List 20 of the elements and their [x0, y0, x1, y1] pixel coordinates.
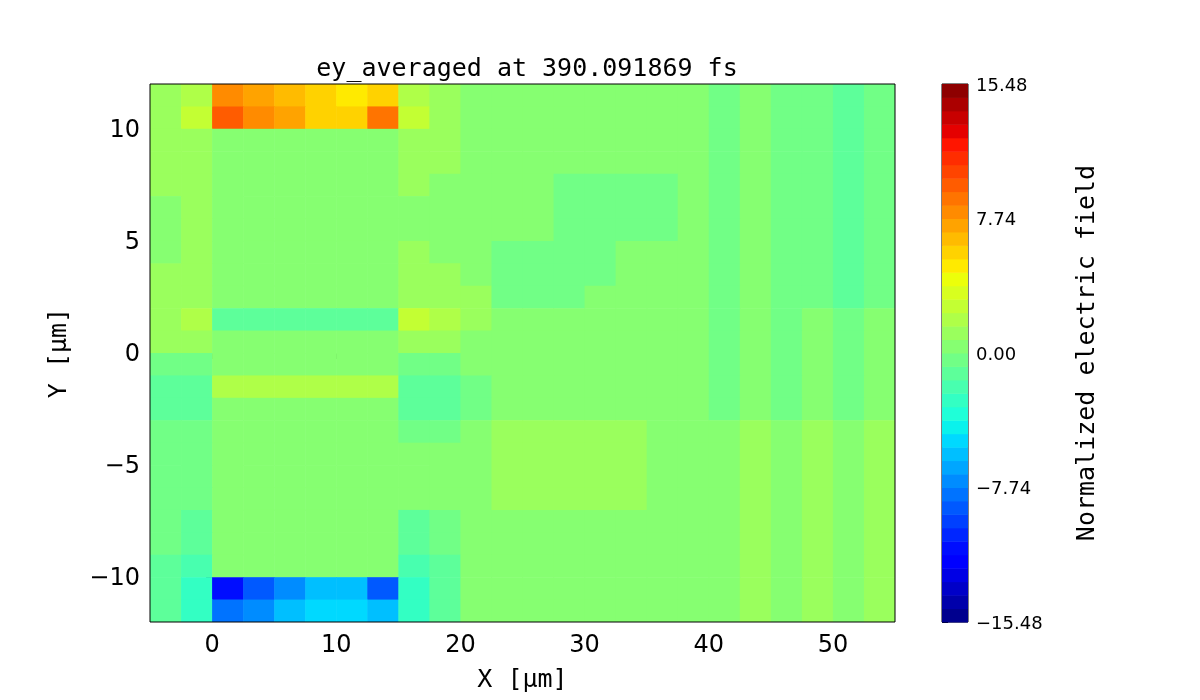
y-tick-label: 10 — [109, 114, 140, 143]
color-bar-label: 7.74 — [976, 208, 1017, 229]
y-tick-label: 5 — [124, 226, 140, 255]
y-axis-title: Y [μm] — [43, 307, 72, 399]
x-tick-label: 50 — [817, 630, 849, 658]
y-tick-label: −10 — [89, 563, 140, 592]
x-tick-label: 10 — [320, 630, 352, 658]
x-tick-label: 30 — [569, 630, 600, 658]
y-tick-label: 0 — [124, 339, 140, 367]
color-bar-label: 15.48 — [976, 73, 1028, 95]
color-bar-label: −7.74 — [976, 477, 1032, 498]
chart-title: ey_averaged at 390.091869 fs — [316, 53, 738, 82]
color-bar-title: Normalized electric field — [1071, 164, 1100, 542]
color-bar-label: −15.48 — [976, 611, 1043, 633]
x-tick-label: 40 — [693, 630, 725, 658]
x-axis-title: X [μm] — [477, 664, 568, 693]
x-tick-label: 20 — [445, 630, 476, 658]
x-tick-label: 0 — [204, 630, 220, 658]
y-tick-label: −5 — [104, 451, 140, 480]
color-bar-label: 0.00 — [976, 342, 1017, 364]
